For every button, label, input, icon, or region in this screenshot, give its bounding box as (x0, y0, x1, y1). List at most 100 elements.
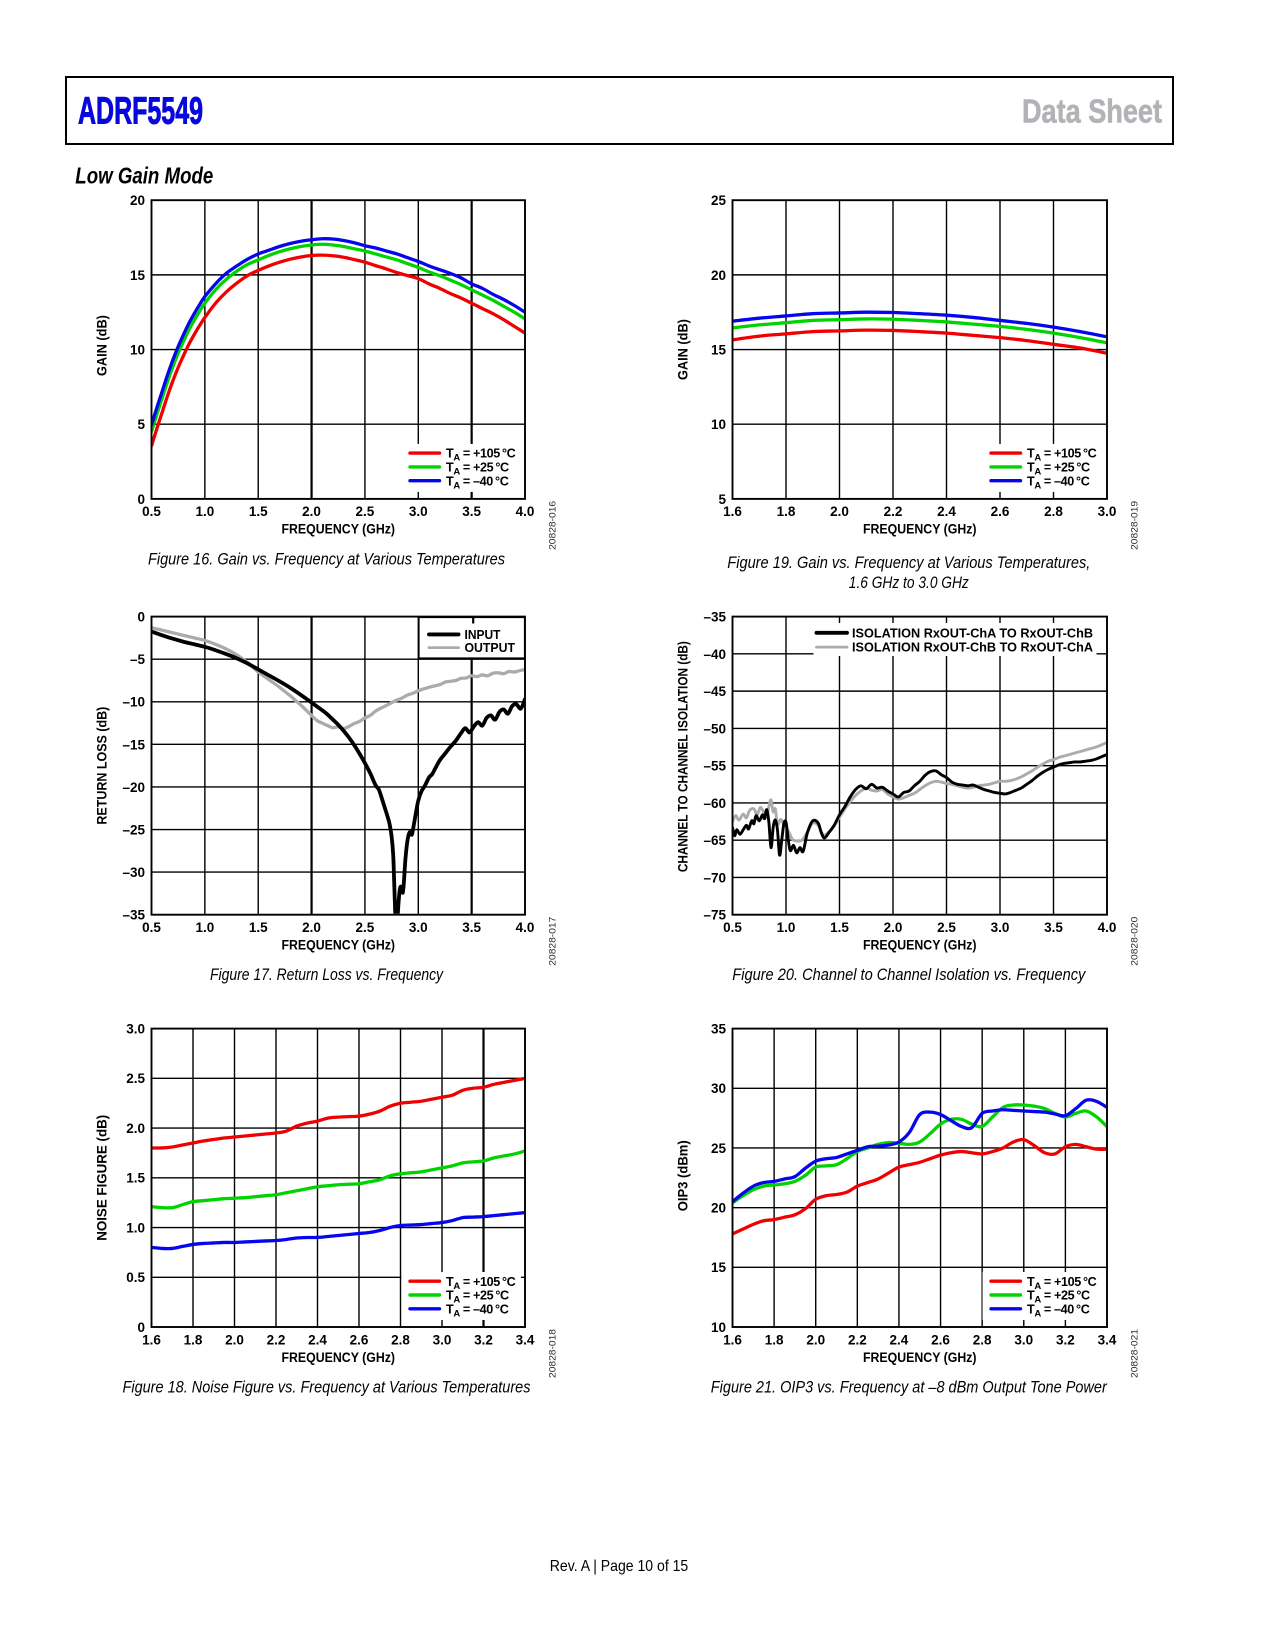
svg-text:2.0: 2.0 (806, 1332, 825, 1347)
svg-text:3.0: 3.0 (126, 1022, 145, 1037)
svg-text:2.0: 2.0 (225, 1332, 244, 1347)
svg-text:2.4: 2.4 (937, 504, 956, 519)
svg-text:TA = +25 °C: TA = +25 °C (446, 1289, 509, 1306)
svg-text:ADRF5549: ADRF5549 (78, 91, 203, 133)
svg-text:TA = +105 °C: TA = +105 °C (446, 1275, 516, 1292)
svg-text:3.0: 3.0 (409, 920, 428, 935)
svg-text:2.8: 2.8 (391, 1332, 410, 1347)
svg-text:–65: –65 (703, 833, 726, 848)
svg-text:Figure 17. Return Loss vs. Fre: Figure 17. Return Loss vs. Frequency (210, 966, 444, 984)
svg-text:15: 15 (711, 1260, 727, 1275)
svg-text:3.0: 3.0 (433, 1332, 452, 1347)
svg-text:10: 10 (711, 1320, 726, 1335)
svg-text:4.0: 4.0 (516, 504, 535, 519)
svg-text:2.0: 2.0 (884, 920, 903, 935)
svg-text:2.8: 2.8 (1044, 504, 1063, 519)
svg-text:2.6: 2.6 (991, 504, 1010, 519)
svg-text:20: 20 (130, 193, 145, 208)
svg-text:2.2: 2.2 (848, 1332, 867, 1347)
svg-text:–35: –35 (703, 610, 726, 625)
svg-text:TA = –40 °C: TA = –40 °C (1027, 1302, 1090, 1319)
svg-text:FREQUENCY (GHz): FREQUENCY (GHz) (282, 522, 396, 537)
svg-text:TA = +105 °C: TA = +105 °C (446, 447, 516, 464)
svg-text:3.5: 3.5 (462, 504, 481, 519)
svg-text:4.0: 4.0 (516, 920, 535, 935)
svg-text:0: 0 (137, 492, 145, 507)
svg-text:TA = +105 °C: TA = +105 °C (1027, 447, 1097, 464)
svg-text:20828-021: 20828-021 (1130, 1329, 1140, 1378)
svg-text:1.6: 1.6 (723, 504, 742, 519)
svg-text:1.0: 1.0 (195, 504, 214, 519)
svg-text:3.0: 3.0 (1098, 504, 1117, 519)
svg-text:FREQUENCY (GHz): FREQUENCY (GHz) (282, 1350, 396, 1365)
svg-text:3.5: 3.5 (462, 920, 481, 935)
svg-text:Figure 20. Channel to Channel: Figure 20. Channel to Channel Isolation … (732, 966, 1087, 984)
svg-text:ISOLATION RxOUT-ChA TO RxOUT-C: ISOLATION RxOUT-ChA TO RxOUT-ChB (852, 625, 1093, 640)
svg-text:3.4: 3.4 (516, 1332, 535, 1347)
svg-text:10: 10 (711, 417, 726, 432)
svg-text:2.0: 2.0 (126, 1121, 145, 1136)
svg-text:2.2: 2.2 (267, 1332, 286, 1347)
svg-text:1.6: 1.6 (142, 1332, 161, 1347)
svg-text:–45: –45 (703, 684, 726, 699)
svg-text:20828-016: 20828-016 (548, 501, 558, 550)
svg-text:2.6: 2.6 (350, 1332, 369, 1347)
svg-text:2.0: 2.0 (302, 920, 321, 935)
svg-text:3.5: 3.5 (1044, 920, 1063, 935)
svg-text:–35: –35 (122, 908, 145, 923)
svg-text:–75: –75 (703, 908, 726, 923)
svg-text:2.8: 2.8 (973, 1332, 992, 1347)
svg-text:25: 25 (711, 1141, 727, 1156)
svg-text:1.5: 1.5 (126, 1171, 145, 1186)
svg-text:4.0: 4.0 (1098, 920, 1117, 935)
svg-text:5: 5 (718, 492, 726, 507)
svg-text:–20: –20 (122, 780, 145, 795)
svg-text:20: 20 (711, 268, 726, 283)
svg-text:Low Gain Mode: Low Gain Mode (75, 163, 213, 189)
svg-text:TA = +25 °C: TA = +25 °C (1027, 461, 1090, 478)
svg-text:1.0: 1.0 (777, 920, 796, 935)
svg-text:3.4: 3.4 (1098, 1332, 1117, 1347)
svg-text:ISOLATION RxOUT-ChB TO RxOUT-C: ISOLATION RxOUT-ChB TO RxOUT-ChA (852, 640, 1093, 655)
svg-text:2.0: 2.0 (302, 504, 321, 519)
svg-text:2.2: 2.2 (884, 504, 903, 519)
svg-text:TA = –40 °C: TA = –40 °C (1027, 474, 1090, 491)
svg-text:25: 25 (711, 193, 727, 208)
svg-text:–40: –40 (703, 647, 726, 662)
svg-text:2.5: 2.5 (356, 504, 375, 519)
svg-text:INPUT: INPUT (465, 627, 501, 642)
svg-text:GAIN (dB): GAIN (dB) (94, 315, 109, 376)
svg-text:20828-019: 20828-019 (1130, 501, 1140, 550)
svg-text:0.5: 0.5 (126, 1270, 145, 1285)
svg-text:FREQUENCY (GHz): FREQUENCY (GHz) (863, 522, 977, 537)
svg-text:TA = +105 °C: TA = +105 °C (1027, 1275, 1097, 1292)
svg-text:–55: –55 (703, 759, 726, 774)
svg-text:TA = +25 °C: TA = +25 °C (446, 461, 509, 478)
svg-text:–25: –25 (122, 822, 145, 837)
svg-text:2.4: 2.4 (308, 1332, 327, 1347)
svg-text:OIP3 (dBm): OIP3 (dBm) (675, 1140, 690, 1211)
svg-text:1.6: 1.6 (723, 1332, 742, 1347)
svg-text:20: 20 (711, 1201, 726, 1216)
svg-text:3.0: 3.0 (991, 920, 1010, 935)
svg-text:FREQUENCY (GHz): FREQUENCY (GHz) (863, 938, 977, 953)
svg-text:FREQUENCY (GHz): FREQUENCY (GHz) (282, 938, 396, 953)
svg-text:NOISE FIGURE (dB): NOISE FIGURE (dB) (94, 1115, 109, 1241)
svg-text:2.6: 2.6 (931, 1332, 950, 1347)
svg-text:Figure 18. Noise Figure vs. Fr: Figure 18. Noise Figure vs. Frequency at… (123, 1378, 531, 1396)
svg-text:1.5: 1.5 (830, 920, 849, 935)
svg-text:1.0: 1.0 (126, 1220, 145, 1235)
svg-text:2.5: 2.5 (356, 920, 375, 935)
svg-text:TA = –40 °C: TA = –40 °C (446, 474, 509, 491)
svg-text:20828-020: 20828-020 (1130, 917, 1140, 966)
svg-text:0.5: 0.5 (723, 920, 742, 935)
svg-text:3.0: 3.0 (409, 504, 428, 519)
svg-text:1.8: 1.8 (184, 1332, 203, 1347)
svg-text:Figure 16. Gain vs. Frequency: Figure 16. Gain vs. Frequency at Various… (148, 550, 505, 568)
svg-text:1.6 GHz to 3.0 GHz: 1.6 GHz to 3.0 GHz (849, 574, 970, 592)
svg-text:5: 5 (137, 417, 145, 432)
svg-text:–5: –5 (130, 652, 146, 667)
svg-text:3.2: 3.2 (1056, 1332, 1075, 1347)
svg-text:0.5: 0.5 (142, 504, 161, 519)
svg-text:TA = –40 °C: TA = –40 °C (446, 1302, 509, 1319)
